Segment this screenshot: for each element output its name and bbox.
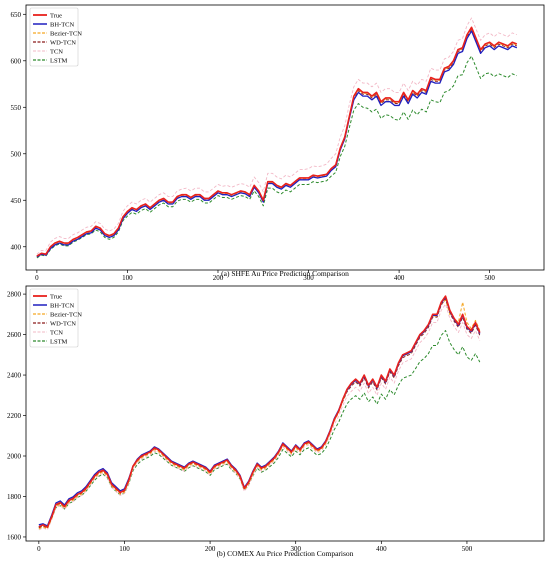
y-tick-label: 550 [11,104,22,112]
series-lines [36,17,518,259]
legend-entry: TCN [50,329,63,336]
y-tick-label: 2600 [7,331,22,339]
x-tick-label: 300 [303,274,314,282]
series-lines [38,295,481,531]
x-tick-label: 0 [37,545,41,553]
y-tick-label: 2400 [7,372,22,380]
chart-caption: (a) SHFE Au Price Prediction Comparison [221,269,349,278]
y-ticks: 1600 1800 2000 2200 2400 2600 2800 [7,291,26,541]
series-line-lstm [38,330,481,529]
x-ticks: 0 100 200 300 400 500 [37,541,473,553]
x-ticks: 0 100 200 300 400 500 [35,270,495,282]
y-tick-label: 600 [11,57,22,65]
y-ticks: 400 450 500 550 600 650 [11,11,26,251]
series-line-bezier-tcn [36,27,518,258]
y-tick-label: 2800 [7,291,22,299]
legend-entry: LSTM [50,338,68,345]
series-line-bh-tcn [36,30,518,258]
x-tick-label: 100 [122,274,133,282]
y-tick-label: 1600 [7,533,22,541]
series-line-bezier-tcn [38,299,481,530]
legend-entry: TCN [50,48,63,55]
series-line-lstm [36,55,518,259]
x-tick-label: 400 [394,274,405,282]
chart-shfe: 0 100 200 300 400 500 400 450 500 550 600 650 True… [11,4,545,282]
x-tick-label: 200 [213,274,224,282]
legend-entry: BH-TCN [50,21,75,28]
x-tick-label: 500 [484,274,495,282]
x-tick-label: 100 [119,545,130,553]
y-tick-label: 450 [11,197,22,205]
legend: True BH-TCN Bezier-TCN WD-TCN TCN LSTM [29,288,82,348]
y-tick-label: 2000 [7,453,22,461]
series-line-tcn [36,17,518,255]
legend-entry: Bezier-TCN [50,30,82,37]
chart-caption: (b) COMEX Au Price Prediction Comparison [217,549,354,558]
x-tick-label: 0 [35,274,39,282]
series-line-bh-tcn [38,296,481,527]
x-tick-label: 200 [205,545,216,553]
y-tick-label: 400 [11,243,22,251]
legend-entry: WD-TCN [50,39,76,46]
legend-entry: BH-TCN [50,302,75,309]
legend: True BH-TCN Bezier-TCN WD-TCN TCN LSTM [29,7,82,67]
plot-frame [25,285,545,542]
x-tick-label: 500 [462,545,473,553]
legend-entry: Bezier-TCN [50,311,82,318]
y-tick-label: 2200 [7,412,22,420]
legend-entry: True [50,12,62,19]
legend-entry: WD-TCN [50,320,76,327]
y-tick-label: 650 [11,11,22,19]
chart-comex: 0 100 200 300 400 500 1600 1800 2000 2200 2400 260… [7,285,545,558]
y-tick-label: 500 [11,150,22,158]
plot-frame [25,4,545,271]
legend-entry: True [50,293,62,300]
legend-entry: LSTM [50,57,68,64]
x-tick-label: 300 [290,545,301,553]
series-line-tcn [38,303,481,531]
y-tick-label: 1800 [7,493,22,501]
series-line-wd-tcn [36,28,518,257]
x-tick-label: 400 [376,545,387,553]
series-line-true [36,26,518,257]
series-line-true [38,295,481,529]
series-line-wd-tcn [38,298,481,529]
